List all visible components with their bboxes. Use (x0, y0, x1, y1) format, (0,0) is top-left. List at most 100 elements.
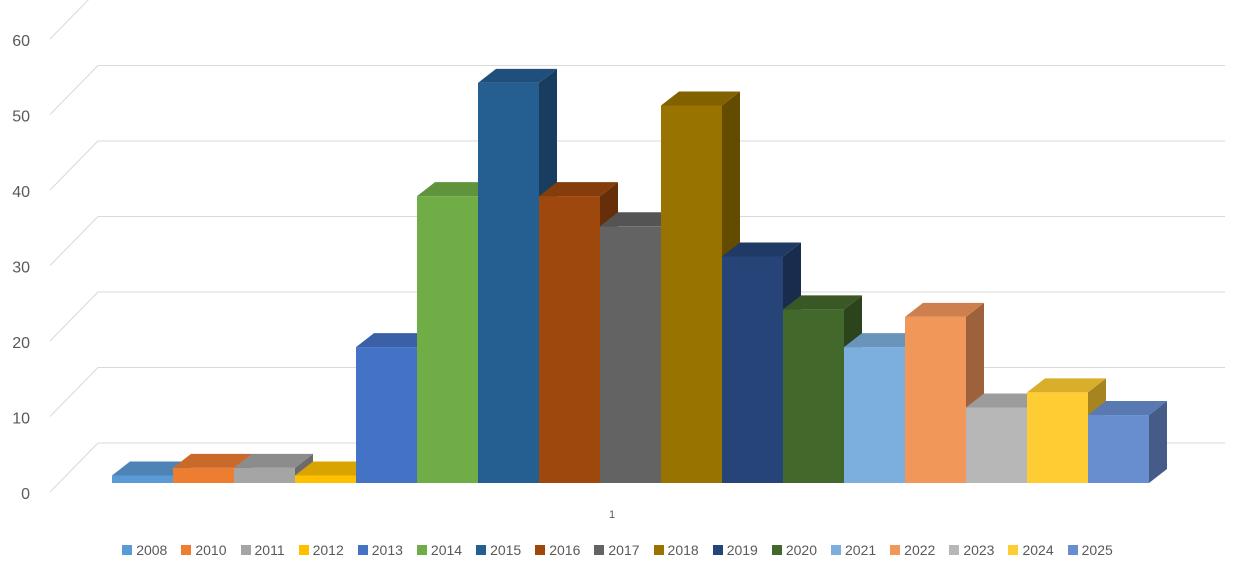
y-tick-label: 20 (12, 335, 30, 352)
y-tick-label: 40 (12, 184, 30, 201)
bar-top (417, 182, 496, 197)
bar-front (966, 407, 1027, 483)
bar-front (295, 475, 356, 483)
bar-top (783, 295, 862, 310)
bar-front (234, 467, 295, 483)
legend-label: 2016 (549, 542, 581, 558)
bar-top (966, 393, 1045, 408)
legend: 2008 2010 2011 2012 2013 2014 2015 2016 2017 2018… (0, 542, 1235, 558)
legend-label: 2025 (1081, 542, 1113, 558)
bar-front (1027, 392, 1088, 483)
legend-item-2015: 2015 (476, 542, 521, 558)
gridline-diagonal (49, 0, 89, 40)
legend-item-2019: 2019 (712, 542, 758, 558)
y-tick-label: 30 (12, 260, 30, 277)
y-tick-label: 10 (12, 411, 30, 428)
gridline-diagonal (49, 367, 99, 417)
legend-swatch (357, 545, 368, 555)
legend-label: 2010 (195, 542, 227, 558)
bar-front (478, 82, 539, 483)
bar-top (295, 461, 374, 476)
bar-top (661, 91, 740, 106)
y-tick-label: 0 (21, 486, 30, 503)
legend-swatch (298, 545, 309, 555)
bar-front (356, 347, 417, 483)
y-axis-ticks: 0 10 20 30 40 50 60 (12, 33, 30, 503)
legend-item-2010: 2010 (181, 542, 227, 558)
bar-front (722, 256, 783, 483)
legend-label: 2018 (667, 542, 699, 558)
gridline-diagonal (49, 65, 99, 115)
legend-label: 2022 (904, 542, 936, 558)
bar-front (844, 347, 905, 483)
bar-top (600, 212, 679, 227)
bars (112, 68, 1167, 484)
gridline-diagonal (49, 291, 99, 342)
legend-swatch (476, 545, 487, 555)
legend-item-2018: 2018 (653, 542, 699, 558)
legend-swatch (831, 545, 842, 555)
legend-swatch (949, 545, 960, 555)
legend-swatch (535, 545, 546, 555)
legend-label: 2013 (371, 542, 403, 558)
legend-item-2023: 2023 (949, 542, 994, 558)
bar-top (356, 333, 435, 348)
bar-front (905, 316, 966, 483)
bar-top (1088, 401, 1167, 416)
bar-front (661, 105, 722, 483)
bar-front (600, 226, 661, 484)
legend-swatch (890, 545, 901, 555)
legend-item-2022: 2022 (890, 542, 935, 558)
legend-item-2025: 2025 (1067, 542, 1113, 558)
bar-front (1088, 415, 1149, 483)
legend-swatch (653, 545, 664, 555)
bar-front (112, 475, 173, 483)
legend-item-2016: 2016 (535, 542, 580, 558)
legend-swatch (181, 545, 192, 555)
legend-label: 2008 (136, 542, 168, 558)
bar-2025 (1088, 401, 1167, 483)
legend-item-2008: 2008 (122, 542, 167, 558)
bar-top (905, 302, 984, 317)
legend-swatch (594, 545, 605, 555)
legend-label: 2024 (1022, 542, 1054, 558)
gridline-diagonal (49, 442, 99, 493)
gridline-diagonal (49, 216, 99, 266)
legend-item-2021: 2021 (831, 542, 876, 558)
gridline-diagonal (49, 140, 99, 191)
category-label: 1 (609, 509, 615, 521)
legend-label: 2019 (726, 542, 758, 558)
bar-front (539, 196, 600, 483)
legend-label: 2020 (785, 542, 818, 558)
bar-top (173, 453, 252, 468)
bar-front (173, 467, 234, 483)
bar-top (112, 461, 191, 476)
legend-item-2024: 2024 (1008, 542, 1054, 558)
legend-swatch (771, 545, 782, 555)
legend-label: 2014 (430, 542, 463, 558)
legend-label: 2011 (254, 542, 285, 558)
legend-item-2013: 2013 (357, 542, 403, 558)
legend-label: 2017 (608, 542, 640, 558)
legend-item-2017: 2017 (594, 542, 640, 558)
legend-swatch (122, 545, 133, 555)
bar-top (478, 68, 557, 83)
bar-top (539, 182, 618, 197)
legend-swatch (1008, 545, 1019, 555)
bar-top (1027, 378, 1106, 393)
legend-swatch (416, 545, 427, 555)
y-tick-label: 60 (12, 33, 30, 50)
legend-swatch (240, 545, 251, 555)
bar-front (783, 309, 844, 483)
legend-item-2014: 2014 (416, 542, 463, 558)
legend-label: 2021 (845, 542, 877, 558)
bar-top (722, 242, 801, 257)
legend-label: 2012 (312, 542, 344, 558)
bar-front (417, 196, 478, 483)
legend-label: 2015 (490, 542, 522, 558)
bar-top (234, 453, 313, 468)
legend-item-2020: 2020 (771, 542, 818, 558)
legend-swatch (712, 545, 723, 555)
y-tick-label: 50 (12, 109, 30, 126)
